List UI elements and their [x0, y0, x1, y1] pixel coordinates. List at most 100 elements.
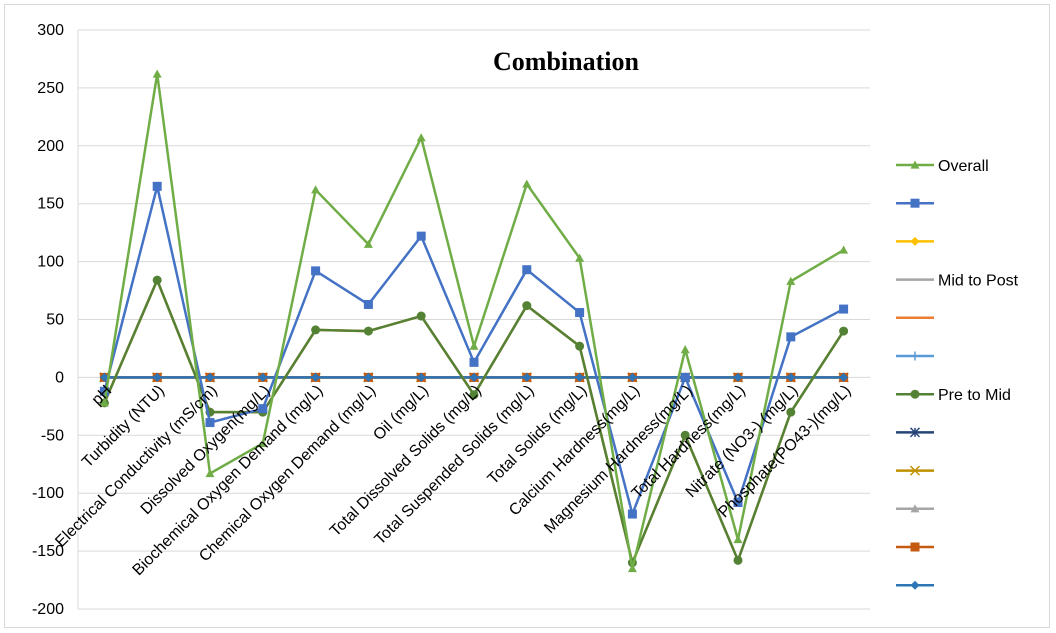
chart-frame: [4, 4, 1050, 628]
data-point: [680, 345, 690, 354]
data-point: [205, 469, 215, 478]
data-point: [311, 185, 321, 194]
legend-label: Pre to Mid: [938, 387, 1011, 404]
legend-marker: [910, 160, 920, 169]
legend-marker: [910, 236, 920, 246]
data-point: [627, 372, 637, 382]
data-point: [363, 326, 373, 336]
data-point: [575, 341, 585, 351]
data-point: [522, 372, 532, 382]
legend-entry: [896, 351, 934, 361]
data-point: [469, 390, 479, 400]
data-point: [786, 407, 796, 417]
legend-entry: Overall: [896, 158, 989, 175]
legend-marker: [910, 389, 920, 399]
data-point: [733, 535, 743, 544]
data-point: [469, 357, 479, 367]
data-point: [469, 372, 479, 382]
data-point: [839, 372, 849, 382]
data-point: [627, 563, 637, 573]
y-tick-label: -150: [32, 543, 64, 560]
data-point: [575, 308, 585, 318]
data-point: [839, 326, 849, 336]
data-point: [786, 332, 796, 342]
legend-marker: [910, 542, 920, 552]
data-point: [152, 275, 162, 285]
legend-marker: [910, 504, 920, 513]
series-overall: [99, 69, 849, 573]
data-point: [363, 299, 373, 309]
legend-label: Mid to Post: [938, 273, 1019, 290]
legend-entry: [896, 465, 934, 476]
data-point: [680, 372, 690, 382]
data-point: [733, 497, 743, 507]
data-point: [363, 239, 373, 248]
y-tick-label: 300: [37, 22, 64, 39]
legend-entry: [896, 198, 934, 208]
legend-entry: [896, 236, 934, 246]
data-point: [522, 301, 532, 311]
legend-marker: [910, 580, 920, 590]
data-point: [522, 179, 532, 188]
data-point: [416, 311, 426, 321]
data-point: [152, 181, 162, 191]
data-point: [469, 341, 479, 350]
data-point: [575, 253, 585, 262]
data-point: [839, 304, 849, 314]
y-tick-label: 100: [37, 254, 64, 271]
legend-entry: [896, 427, 934, 438]
data-point: [363, 372, 373, 382]
y-axis-tick-labels: 300 250 200 150 100 50 0 -50 -100 -150 -200: [32, 22, 64, 618]
y-tick-label: 50: [46, 312, 64, 329]
data-point: [680, 430, 690, 440]
data-point: [311, 266, 321, 276]
data-point: [733, 372, 743, 382]
data-point: [311, 372, 321, 382]
series-unnamed-11: [99, 372, 849, 382]
legend-marker: [910, 351, 920, 361]
y-tick-label: -100: [32, 485, 64, 502]
chart-title: Combination: [493, 47, 639, 76]
data-point: [205, 418, 215, 428]
legend-entry: [896, 504, 934, 513]
y-tick-label: -50: [41, 427, 64, 444]
data-point: [786, 372, 796, 382]
data-point: [733, 555, 743, 565]
gridlines: [77, 29, 870, 610]
data-point: [416, 231, 426, 241]
legend: Overall Mid to Post Pre to Mid: [896, 158, 1019, 590]
y-tick-label: -200: [32, 601, 64, 618]
data-point: [839, 245, 849, 254]
series-line: [103, 186, 845, 519]
data-point: [627, 509, 637, 519]
data-point: [311, 325, 321, 335]
data-point: [99, 398, 109, 407]
y-tick-label: 0: [55, 369, 64, 386]
data-point: [786, 276, 796, 285]
legend-entry: Mid to Post: [896, 273, 1019, 290]
data-point: [152, 372, 162, 382]
y-tick-label: 150: [37, 196, 64, 213]
legend-marker: [910, 198, 920, 208]
legend-entry: Pre to Mid: [896, 387, 1011, 404]
legend-entry: [896, 580, 934, 590]
data-point: [575, 372, 585, 382]
series-lines: [99, 69, 849, 573]
data-point: [258, 438, 268, 448]
legend-entry: [896, 542, 934, 552]
data-point: [205, 372, 215, 382]
y-tick-label: 250: [37, 80, 64, 97]
data-point: [416, 372, 426, 382]
series-unnamed-1: [99, 181, 849, 519]
data-point: [258, 404, 268, 414]
data-point: [152, 69, 162, 78]
legend-label: Overall: [938, 158, 989, 175]
legend-marker: [909, 465, 921, 476]
data-point: [258, 372, 268, 382]
data-point: [99, 386, 109, 396]
y-tick-label: 200: [37, 138, 64, 155]
data-point: [522, 265, 532, 275]
legend-marker: [909, 427, 921, 438]
series-pre-to-mid: [99, 275, 849, 568]
